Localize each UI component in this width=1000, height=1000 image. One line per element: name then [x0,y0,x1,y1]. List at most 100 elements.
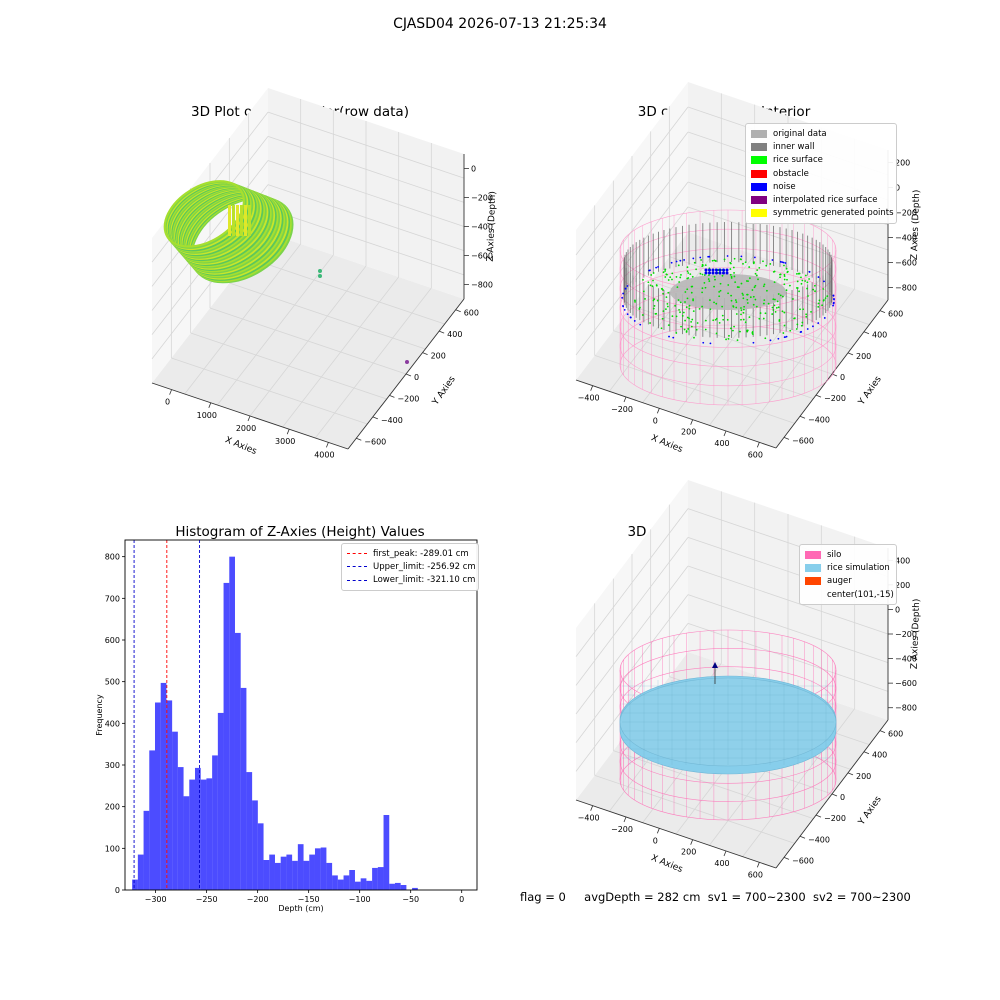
z-axis-label: Z Axies (Depth) [910,599,922,670]
scatter-cluster [232,212,235,222]
rice-surface-point [800,324,803,327]
rice-surface-point [748,266,751,268]
scatter-cluster [240,226,243,236]
rice-surface-point [821,304,823,307]
rice-surface-point [634,300,636,303]
z-axis-label: Z Axies (Depth) [910,190,922,261]
scatter-cluster [248,212,251,222]
histogram-bar [343,875,350,890]
noise-point [833,297,835,300]
rice-surface-point [650,274,653,276]
legend-rice-simulation: rice simulation [805,561,891,574]
noise-point [623,308,626,311]
noise-point [817,276,820,278]
y-tick [879,310,886,313]
x-axis-label: X Axies [223,435,258,457]
rice-surface-point [699,272,702,275]
noise-point [781,261,784,264]
rice-surface-point [824,297,827,300]
noise-cluster-point [708,268,711,272]
rice-surface-point [695,328,698,331]
y-tick-label: −400 [808,835,830,844]
y-tick [831,793,838,797]
wire-ring [619,267,837,348]
noise-point [740,255,743,258]
rice-surface-point [661,317,664,320]
rice-surface-point [713,259,716,262]
x-tick-label: 0 [165,398,170,407]
rice-surface-point [801,321,804,324]
rice-surface-point [684,291,687,293]
x-tick-label: −400 [578,394,600,403]
rice-surface-point [652,307,655,310]
noise-point [657,266,659,268]
noise-point [670,261,673,264]
noise-cluster-point [722,271,725,275]
y-tick [815,394,822,398]
y-tick [455,309,461,313]
histogram-bar [212,755,218,890]
y-tick-label: 600 [888,730,903,739]
histogram-bar [177,767,184,890]
rice-surface-point [771,306,774,309]
x-tick [247,415,251,422]
x-tick [326,442,329,448]
rice-surface-point [684,301,686,303]
rice-surface-point [692,310,695,313]
rice-surface-point [664,276,667,278]
y-tick [783,437,790,440]
y-tick-label: −400 [381,416,403,425]
rice-surface-point [779,276,781,279]
noise-point [812,325,814,328]
rice-surface-point [812,288,815,291]
noise-point [621,296,624,299]
status-footer: flag = 0 avgDepth = 282 cm sv1 = 700~230… [520,890,911,904]
raw-data-3d-plot: 010002000300040006004002000−200−400−6000… [151,88,498,459]
scatter-cluster [240,212,243,222]
noise-point [771,259,774,261]
rice-surface-point [758,266,761,269]
rice-surface-point [691,318,694,321]
axis-line [575,379,777,449]
rice-surface-point [704,264,707,267]
legend-obstacle: obstacle [751,167,891,180]
histogram-bar [292,860,298,890]
rice-surface-point [775,307,778,309]
y-tick-label: −200 [824,814,846,823]
x-axis-label: X Axies [649,853,684,875]
x-tick-label: 400 [714,859,729,868]
rice-surface-point [691,285,694,288]
rice-surface-point [810,310,812,313]
rice-surface-point [644,298,646,300]
rice-surface-point [690,320,693,323]
legend-swatch [805,577,821,586]
noise-point [799,331,802,333]
y-tick-label: 400 [872,751,887,760]
rice-surface-point [712,319,715,322]
histogram-bar [223,582,230,890]
rice-surface-point [714,318,717,321]
z-tick-label: −400 [471,223,493,232]
rice-surface-point [740,313,742,316]
noise-cluster-point [725,268,729,272]
rice-surface-point [742,297,745,300]
rice-surface-point [734,281,737,284]
y-tick-label: 200 [856,772,871,781]
wire-ring [619,248,837,329]
y-tick-label: 700 [105,594,120,603]
histogram-bar [252,800,258,890]
rice-surface-point [652,279,654,282]
z-tick-label: −400 [895,234,917,243]
histogram-bar [309,854,315,890]
rice-surface-point [773,298,776,301]
y-tick-label: 200 [105,803,120,812]
scatter-ring [163,180,245,248]
rice-surface-point [690,325,693,328]
rice-surface-point [752,262,755,265]
x-tick-label: −200 [247,895,269,904]
legend-symmetric-generated-points: symmetric generated points [751,207,894,220]
y-tick-label: 100 [105,844,120,853]
legend-swatch [751,196,767,205]
rice-surface-point [744,321,747,324]
noise-point [633,320,636,322]
